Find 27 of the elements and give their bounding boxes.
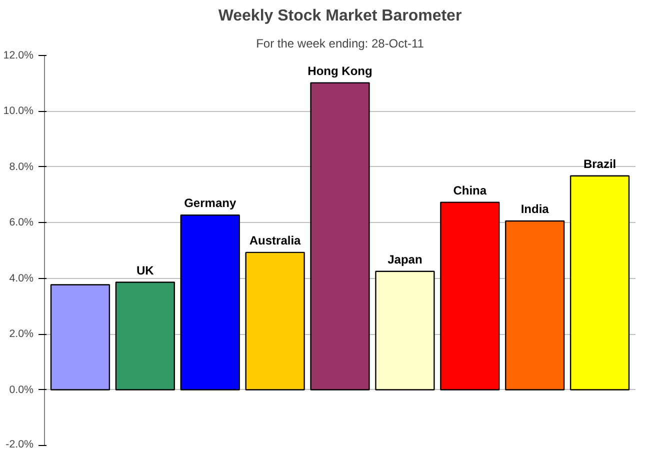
- bar: [180, 214, 240, 390]
- chart-title: Weekly Stock Market Barometer: [218, 8, 462, 24]
- bar: [375, 270, 435, 390]
- bar: [115, 282, 175, 390]
- y-tick-label: 12.0%: [3, 50, 34, 62]
- x-tick-label: India: [520, 202, 550, 216]
- y-tick-label: 10.0%: [3, 105, 34, 118]
- x-tick-label: Australia: [249, 233, 302, 248]
- y-tick-label: 0.0%: [9, 384, 34, 396]
- y-tick-label: 8.0%: [9, 160, 34, 173]
- x-tick-label: Germany: [184, 196, 236, 210]
- bar: [245, 252, 305, 390]
- bar: [570, 175, 630, 390]
- x-tick-label: Hong Kong: [308, 64, 372, 78]
- x-tick-label: Brazil: [583, 156, 616, 171]
- y-tick-label: 4.0%: [9, 272, 34, 284]
- y-tick-label: 2.0%: [9, 328, 34, 340]
- chart-subtitle: For the week ending: 28-Oct-11: [256, 36, 424, 50]
- bar: [310, 82, 370, 390]
- x-tick-label: Japan: [388, 252, 422, 266]
- bar: [440, 202, 500, 390]
- y-tick-label: 6.0%: [9, 216, 34, 229]
- x-tick-label: China: [453, 183, 487, 198]
- bar: [505, 220, 565, 390]
- x-tick-label: UK: [136, 263, 154, 278]
- y-tick-label: -2.0%: [6, 438, 34, 450]
- bar: [50, 284, 110, 390]
